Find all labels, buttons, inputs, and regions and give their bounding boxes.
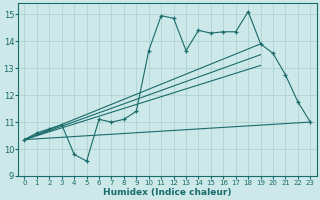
X-axis label: Humidex (Indice chaleur): Humidex (Indice chaleur) [103, 188, 232, 197]
